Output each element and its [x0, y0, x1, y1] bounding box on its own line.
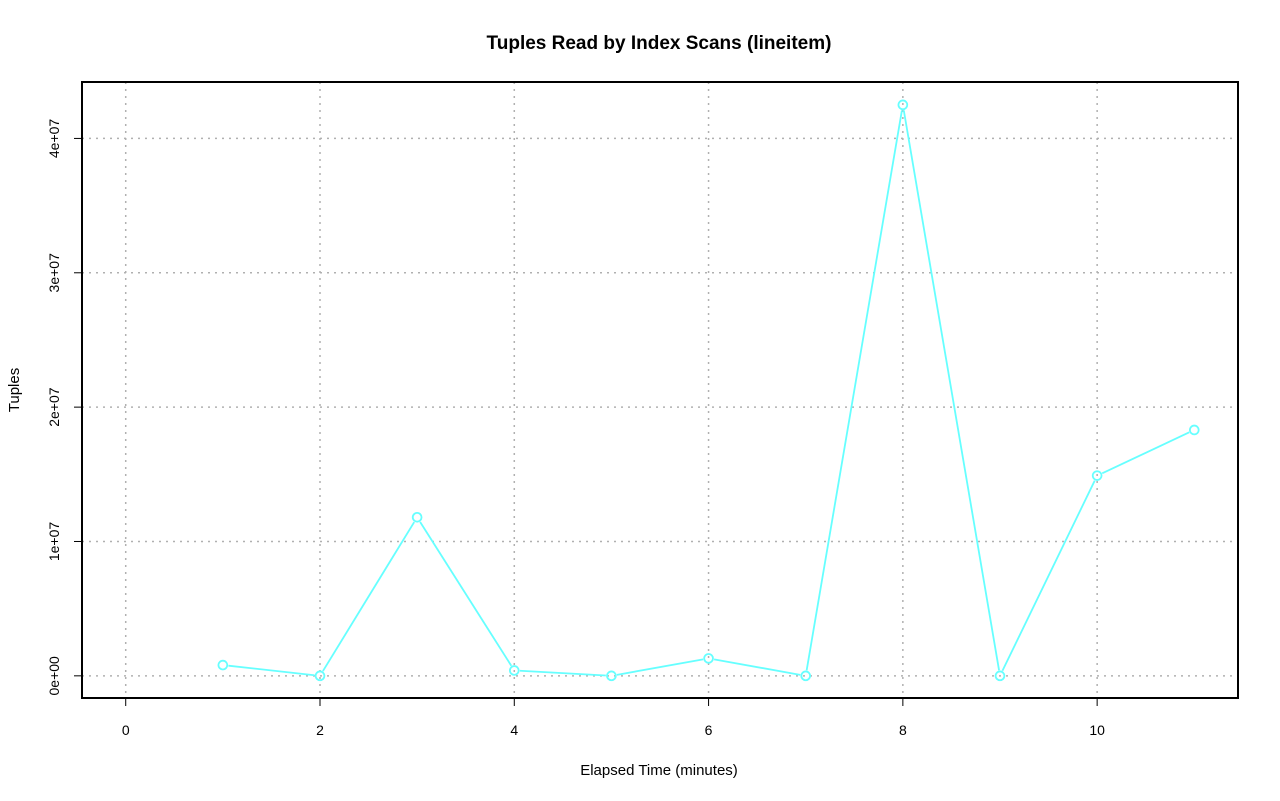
series-layer [217, 99, 1200, 682]
data-point [217, 659, 229, 671]
y-tick-label: 0e+00 [46, 656, 62, 696]
series-line-segment [1001, 480, 1096, 672]
data-point [800, 670, 812, 682]
x-axis-label: Elapsed Time (minutes) [580, 762, 738, 779]
series-line-segment [322, 521, 415, 672]
x-tick-label: 8 [899, 722, 907, 738]
y-tick-label: 2e+07 [46, 387, 62, 427]
x-tick-label: 6 [705, 722, 713, 738]
x-axis: 0 2 4 6 8 10 [122, 698, 1105, 738]
x-tick-label: 2 [316, 722, 324, 738]
x-tick-label: 10 [1089, 722, 1105, 738]
series-line-segment [519, 669, 606, 677]
series-line-segment [419, 521, 513, 667]
data-point [994, 670, 1006, 682]
y-axis-label: Tuples [6, 368, 23, 412]
x-tick-label: 4 [510, 722, 518, 738]
data-point [897, 99, 909, 111]
x-tick-label: 0 [122, 722, 130, 738]
series-line-segment [1101, 431, 1190, 475]
data-point [703, 653, 714, 664]
chart-title: Tuples Read by Index Scans (lineitem) [487, 33, 832, 54]
y-tick-label: 4e+07 [46, 119, 62, 159]
series-line-segment [902, 110, 1000, 671]
series-line-segment [713, 658, 801, 676]
series-line-segment [616, 658, 704, 676]
data-point [1091, 470, 1103, 481]
y-tick-label: 1e+07 [46, 522, 62, 562]
data-point [606, 670, 617, 682]
y-tick-label: 3e+07 [46, 253, 62, 293]
data-point [508, 665, 520, 676]
grid [82, 82, 1238, 698]
series-line-segment [228, 664, 315, 677]
data-point [411, 511, 423, 523]
plot-frame [81, 81, 1239, 699]
y-axis: 0e+00 1e+07 2e+07 3e+07 4e+07 [46, 119, 82, 696]
series-line-segment [805, 110, 903, 671]
data-point [314, 670, 326, 682]
data-point [1188, 424, 1200, 436]
